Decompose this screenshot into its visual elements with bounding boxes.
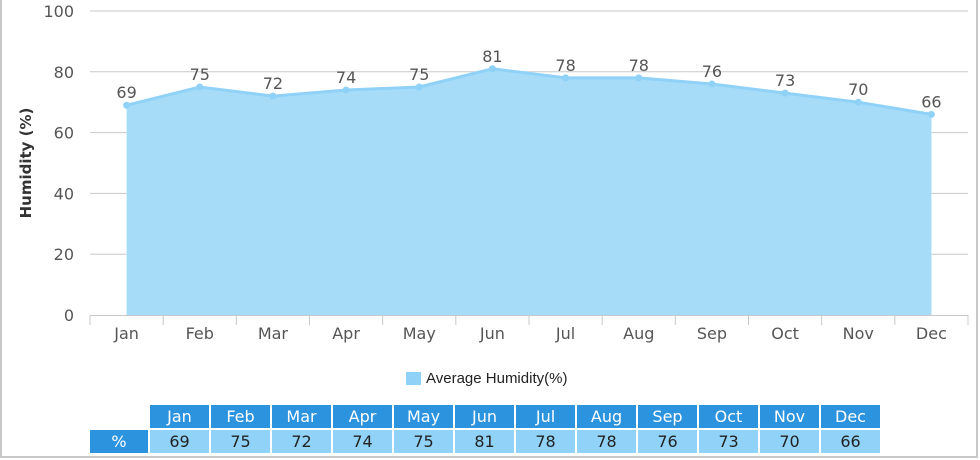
x-tick-label: Nov [843, 324, 874, 343]
humidity-data-table: Jan Feb Mar Apr May Jun Jul Aug Sep Oct … [88, 403, 882, 455]
data-label: 75 [190, 65, 210, 84]
data-point-marker [635, 74, 643, 82]
legend-swatch [406, 372, 421, 385]
data-label: 78 [629, 56, 649, 75]
y-axis-label: Humidity (%) [17, 108, 35, 219]
legend-label: Average Humidity(%) [426, 370, 568, 387]
table-header-cell: Oct [699, 405, 758, 428]
table-cell: 74 [333, 430, 392, 453]
data-point-marker [708, 80, 716, 88]
table-header-cell: Jan [150, 405, 209, 428]
y-tick-label: 100 [43, 2, 74, 21]
x-tick-label: Sep [697, 324, 727, 343]
y-tick-label: 80 [54, 63, 74, 82]
table-header-cell: Apr [333, 405, 392, 428]
area-series [123, 65, 935, 315]
series-line [126, 67, 932, 116]
x-tick-label: Apr [332, 324, 360, 343]
humidity-area-chart: 0 20 40 60 80 100 Humidity (%) Jan Feb Mar Apr Ma… [17, 2, 969, 343]
x-tick-label: Dec [916, 324, 947, 343]
x-tick-label: Feb [186, 324, 214, 343]
x-tick-label: Jul [555, 324, 575, 343]
data-point-marker [562, 74, 570, 82]
x-tick-label: Mar [258, 324, 289, 343]
data-point-marker [854, 98, 862, 106]
data-point-marker [123, 101, 131, 109]
table-cell: 75 [211, 430, 270, 453]
y-tick-label: 0 [64, 306, 74, 325]
data-label: 76 [702, 62, 722, 81]
x-tick-label: May [403, 324, 436, 343]
data-point-marker [488, 65, 496, 73]
table-header-cell: Jul [516, 405, 575, 428]
data-point-marker [342, 86, 350, 94]
data-label: 75 [409, 65, 429, 84]
data-point-marker [927, 110, 935, 118]
x-tick-label: Jan [113, 324, 139, 343]
table-header-cell: Jun [455, 405, 514, 428]
table-header-cell: Aug [577, 405, 636, 428]
x-tick-label: Aug [623, 324, 654, 343]
y-axis-ticks: 0 20 40 60 80 100 [43, 2, 74, 325]
data-point-marker [196, 83, 204, 91]
table-header-cell: Feb [211, 405, 270, 428]
table-corner [90, 405, 148, 428]
table-cell: 69 [150, 430, 209, 453]
table-cell: 73 [699, 430, 758, 453]
table-header-cell: Dec [821, 405, 880, 428]
table-cell: 81 [455, 430, 514, 453]
table-cell: 78 [577, 430, 636, 453]
y-tick-label: 20 [54, 245, 74, 264]
area-fill [126, 68, 932, 315]
data-labels: 69 75 72 74 75 81 78 78 76 73 70 66 [116, 47, 941, 112]
y-tick-label: 60 [54, 124, 74, 143]
data-point-marker [269, 92, 277, 100]
data-label: 73 [775, 71, 795, 90]
data-label: 72 [263, 74, 283, 93]
table-header-cell: Mar [272, 405, 331, 428]
data-label: 69 [116, 83, 136, 102]
table-row-header: % [90, 430, 148, 453]
data-label: 81 [482, 47, 502, 66]
table-cell: 70 [760, 430, 819, 453]
data-label: 70 [848, 80, 868, 99]
table-header-cell: Sep [638, 405, 697, 428]
table-cell: 76 [638, 430, 697, 453]
table-value-row: % 69 75 72 74 75 81 78 78 76 73 70 66 [90, 430, 880, 453]
x-tick-label: Jun [479, 324, 505, 343]
data-point-marker [781, 89, 789, 97]
table-cell: 75 [394, 430, 453, 453]
data-label: 74 [336, 68, 356, 87]
table-cell: 66 [821, 430, 880, 453]
data-label: 66 [921, 92, 941, 111]
table-header-cell: Nov [760, 405, 819, 428]
x-tick-label: Oct [771, 324, 799, 343]
y-tick-label: 40 [54, 184, 74, 203]
data-point-marker [415, 83, 423, 91]
legend[interactable]: Average Humidity(%) [406, 370, 567, 387]
x-axis: Jan Feb Mar Apr May Jun Jul Aug Sep Oct Nov Dec [89, 315, 969, 343]
table-header-row: Jan Feb Mar Apr May Jun Jul Aug Sep Oct … [90, 405, 880, 428]
table-cell: 72 [272, 430, 331, 453]
table-cell: 78 [516, 430, 575, 453]
data-label: 78 [555, 56, 575, 75]
table-header-cell: May [394, 405, 453, 428]
